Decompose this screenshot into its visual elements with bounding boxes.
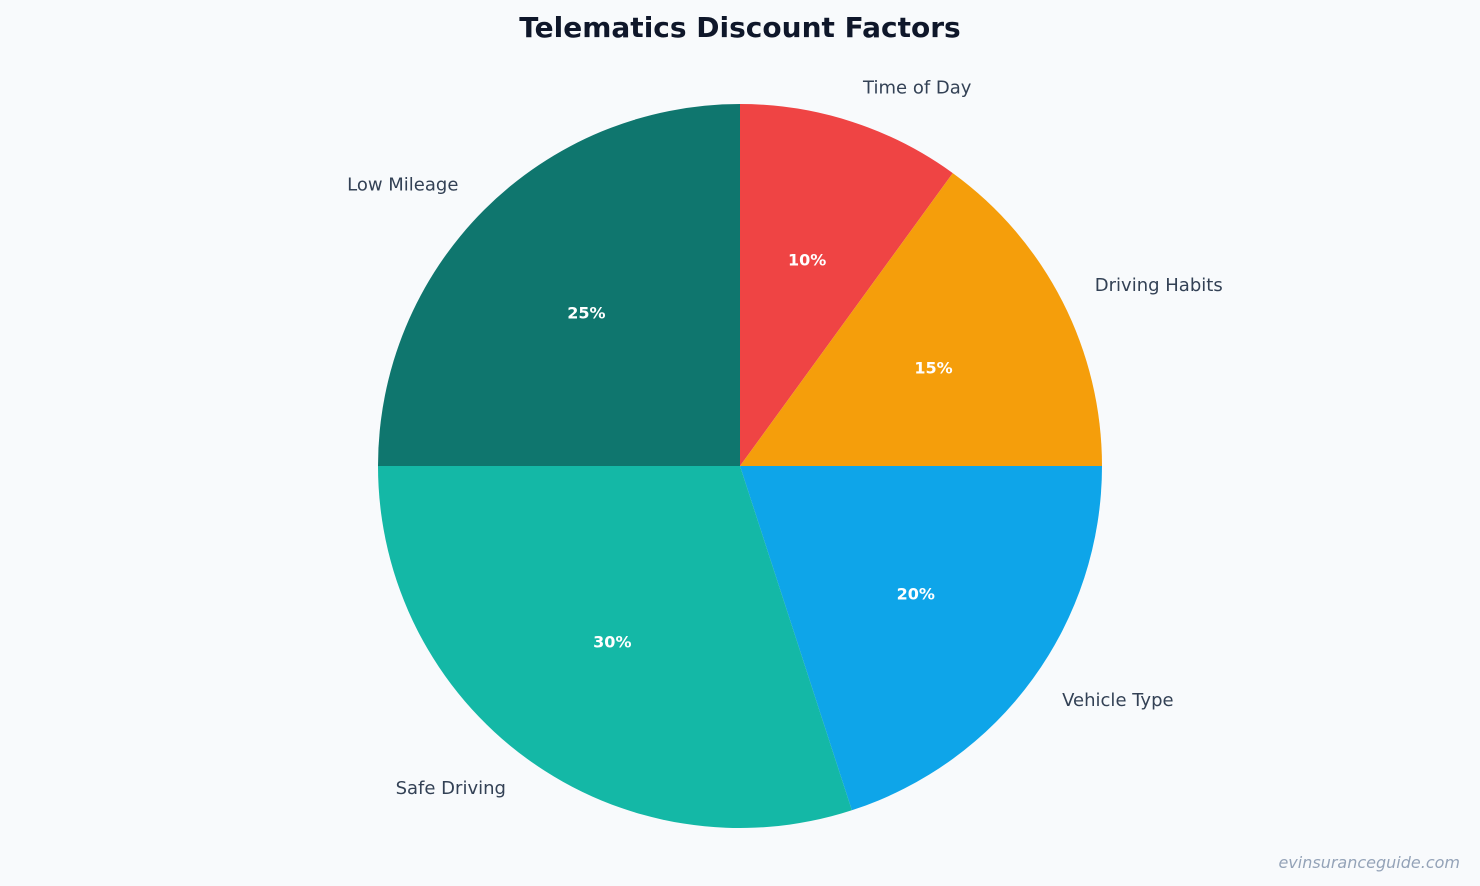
slice-value-label-time-of-day: 10% <box>788 250 826 269</box>
pie-slice-time-of-day <box>740 104 953 466</box>
pie-slices <box>378 104 1102 829</box>
slice-value-label-driving-habits: 15% <box>914 358 952 377</box>
slice-value-label-low-mileage: 25% <box>567 303 605 322</box>
slice-category-label-time-of-day: Time of Day <box>862 77 972 98</box>
pie-slice-vehicle-type <box>740 466 1102 811</box>
slice-value-label-vehicle-type: 20% <box>897 585 935 604</box>
slice-category-label-driving-habits: Driving Habits <box>1095 275 1223 296</box>
pie-labels: 10% Time of Day 15% Driving Habits 20% Vehicl… <box>347 77 1223 799</box>
slice-value-label-safe-driving: 30% <box>593 633 631 652</box>
chart-title: Telematics Discount Factors <box>519 11 960 44</box>
pie-slice-driving-habits <box>740 173 1102 466</box>
slice-category-label-vehicle-type: Vehicle Type <box>1062 690 1173 711</box>
pie-slice-safe-driving <box>378 466 852 829</box>
slice-category-label-safe-driving: Safe Driving <box>396 778 506 799</box>
pie-slice-low-mileage <box>378 104 740 466</box>
slice-category-label-low-mileage: Low Mileage <box>347 174 458 195</box>
watermark: evinsuranceguide.com <box>1278 853 1460 872</box>
